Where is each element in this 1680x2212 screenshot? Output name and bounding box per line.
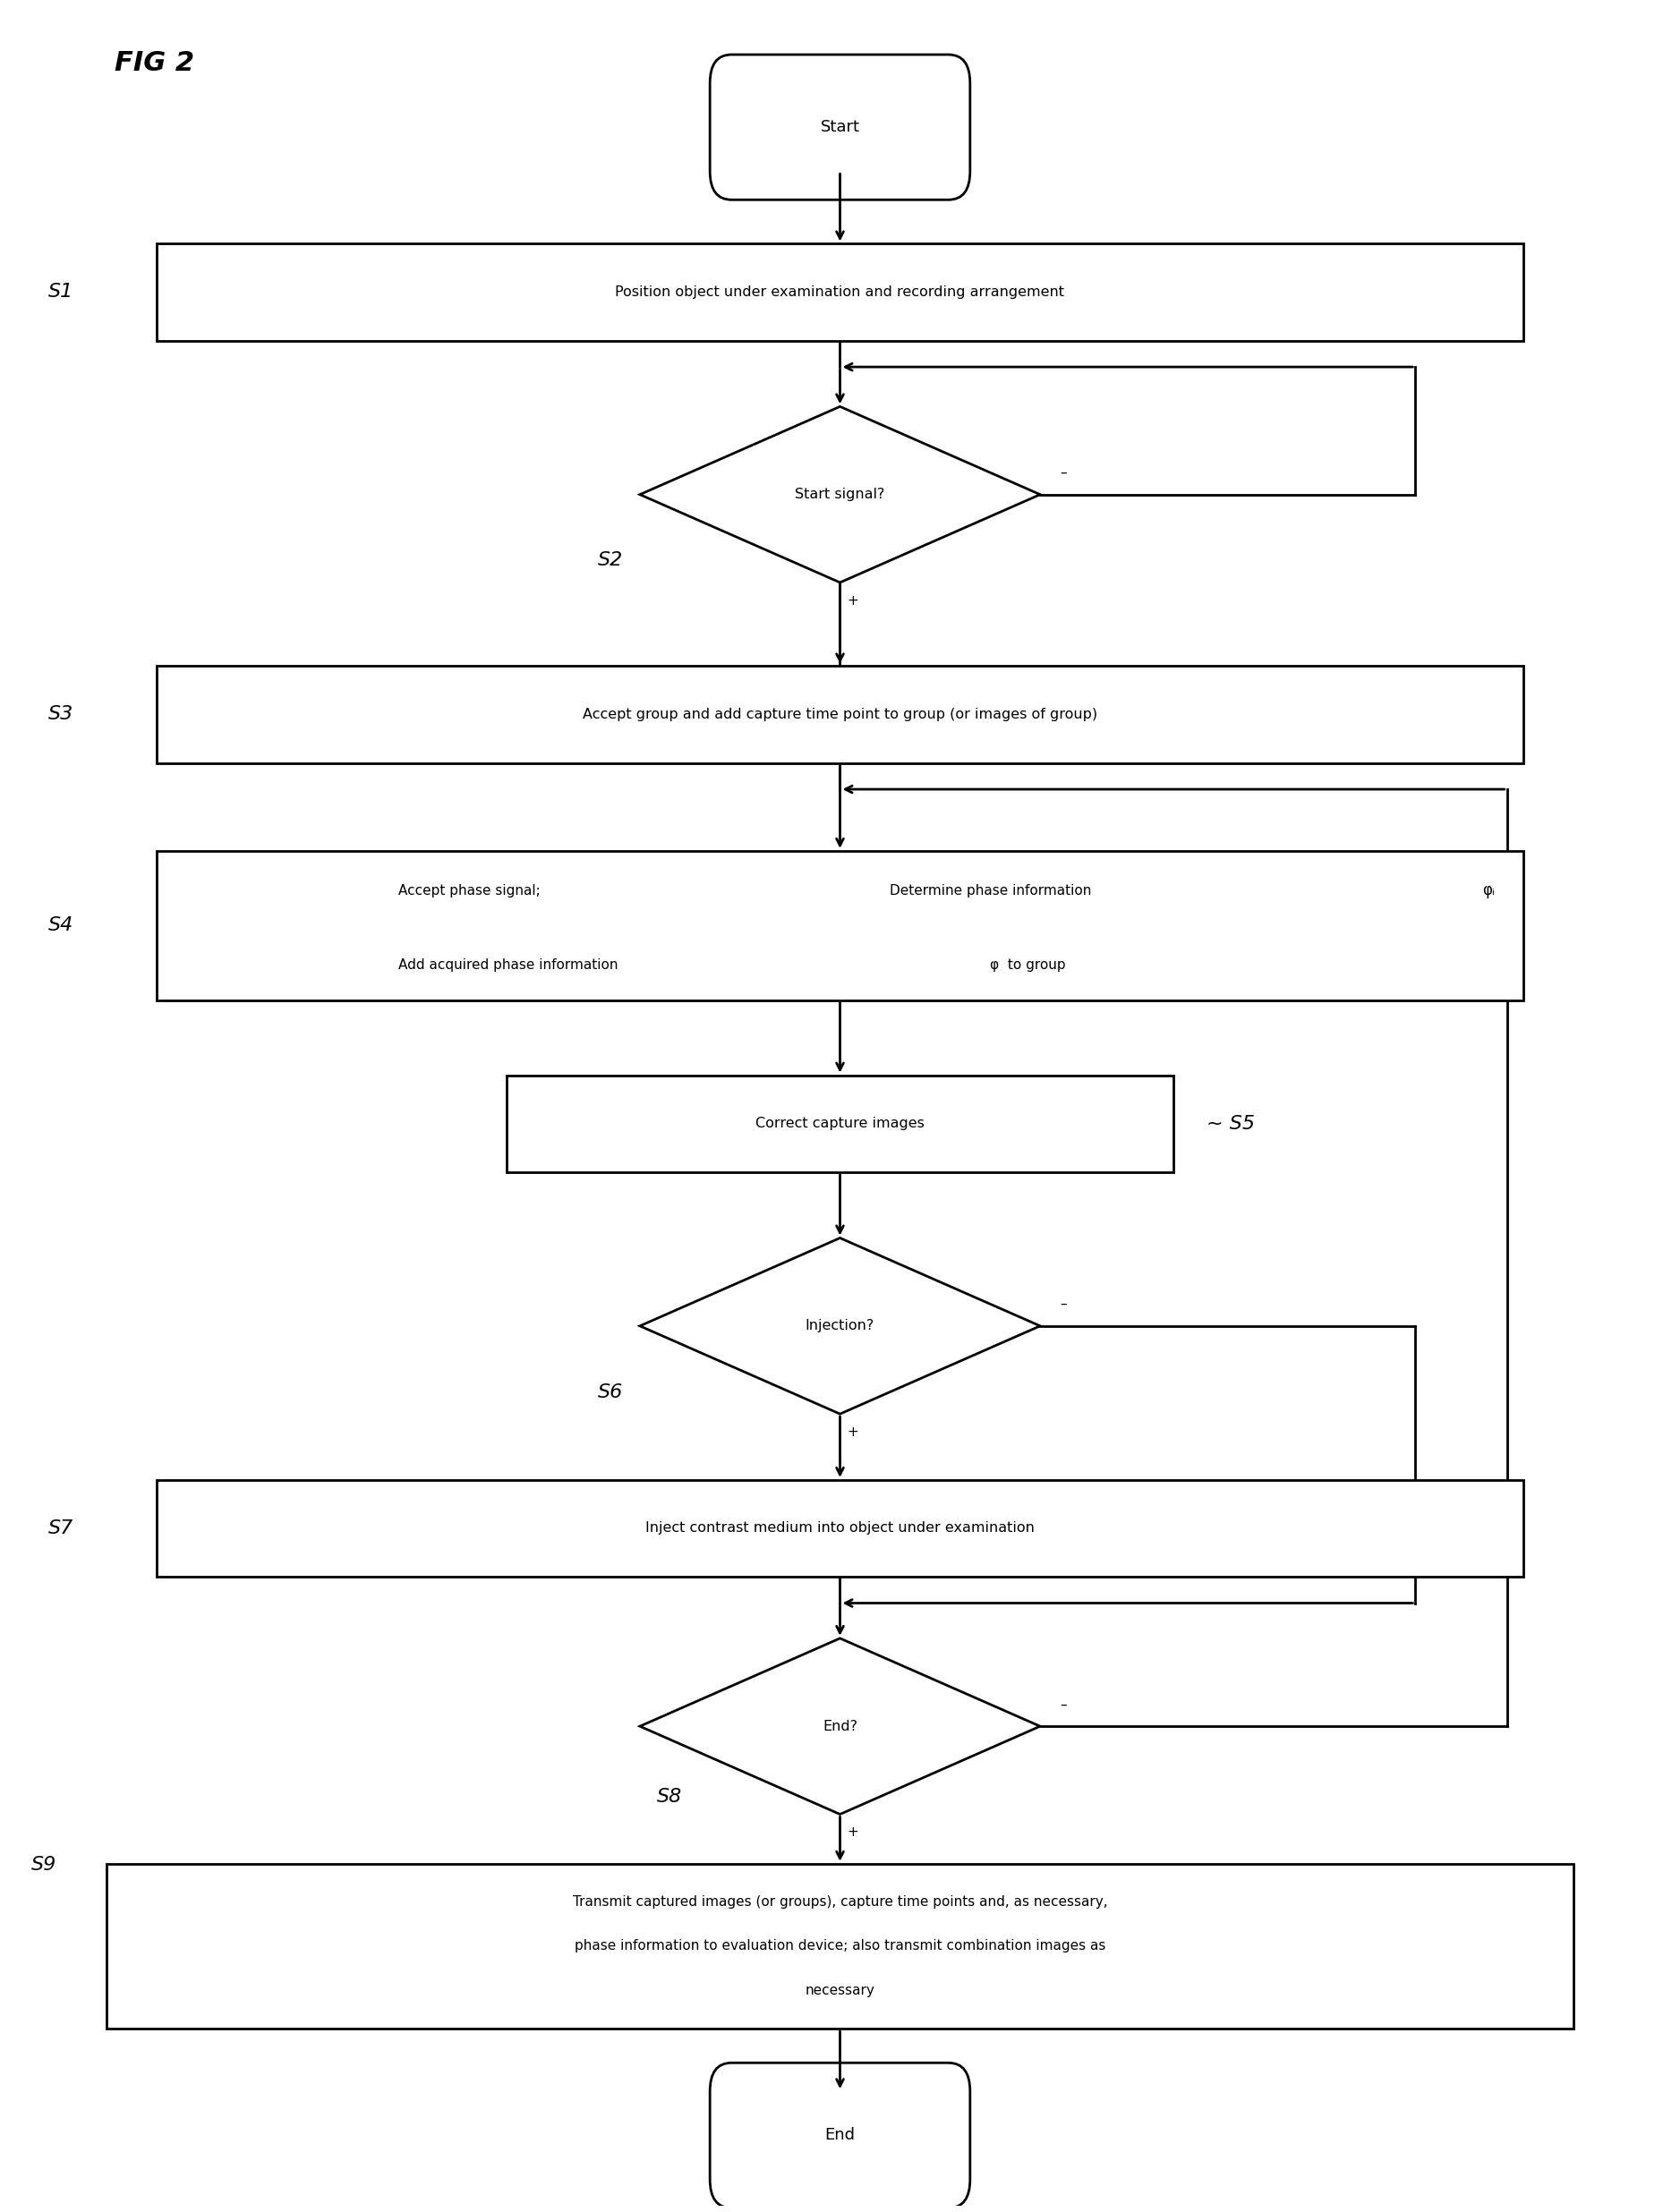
Bar	[506, 1075, 1174, 1172]
Bar	[156, 666, 1524, 763]
Text: End?: End?	[823, 1719, 857, 1732]
Text: End: End	[825, 2128, 855, 2143]
Text: +: +	[847, 1425, 858, 1438]
Text: +: +	[847, 1825, 858, 1838]
Text: S1: S1	[49, 283, 74, 301]
Bar	[106, 1865, 1574, 2028]
Bar	[156, 1480, 1524, 1577]
Text: Add acquired phase information: Add acquired phase information	[398, 958, 618, 971]
Text: S8: S8	[657, 1787, 682, 1805]
FancyBboxPatch shape	[711, 55, 969, 199]
FancyBboxPatch shape	[711, 2064, 969, 2208]
Text: necessary: necessary	[805, 1984, 875, 1997]
Text: S2: S2	[598, 551, 623, 568]
Text: Determine phase information: Determine phase information	[890, 885, 1092, 898]
Text: φ  to group: φ to group	[990, 958, 1065, 971]
Text: –: –	[1060, 467, 1067, 480]
Text: Start signal?: Start signal?	[795, 489, 885, 502]
Polygon shape	[640, 407, 1040, 582]
Text: +: +	[847, 593, 858, 606]
Text: S3: S3	[49, 706, 74, 723]
Text: Transmit captured images (or groups), capture time points and, as necessary,: Transmit captured images (or groups), ca…	[573, 1896, 1107, 1909]
Text: Position object under examination and recording arrangement: Position object under examination and re…	[615, 285, 1065, 299]
Text: S7: S7	[49, 1520, 74, 1537]
Bar	[156, 243, 1524, 341]
Text: Inject contrast medium into object under examination: Inject contrast medium into object under…	[645, 1522, 1035, 1535]
Text: Injection?: Injection?	[805, 1318, 875, 1332]
Text: FIG 2: FIG 2	[114, 51, 195, 77]
Text: Correct capture images: Correct capture images	[756, 1117, 924, 1130]
Text: S6: S6	[598, 1382, 623, 1400]
Text: S9: S9	[32, 1856, 57, 1874]
Text: Start: Start	[820, 119, 860, 135]
Text: –: –	[1060, 1699, 1067, 1712]
Text: ~ S5: ~ S5	[1206, 1115, 1255, 1133]
Polygon shape	[640, 1239, 1040, 1413]
Text: –: –	[1060, 1298, 1067, 1312]
Polygon shape	[640, 1639, 1040, 1814]
Text: S4: S4	[49, 916, 74, 936]
Bar	[156, 852, 1524, 1000]
Text: Accept group and add capture time point to group (or images of group): Accept group and add capture time point …	[583, 708, 1097, 721]
Text: phase information to evaluation device; also transmit combination images as: phase information to evaluation device; …	[575, 1940, 1105, 1953]
Text: φᵢ: φᵢ	[1482, 883, 1495, 898]
Text: Accept phase signal;: Accept phase signal;	[398, 885, 541, 898]
